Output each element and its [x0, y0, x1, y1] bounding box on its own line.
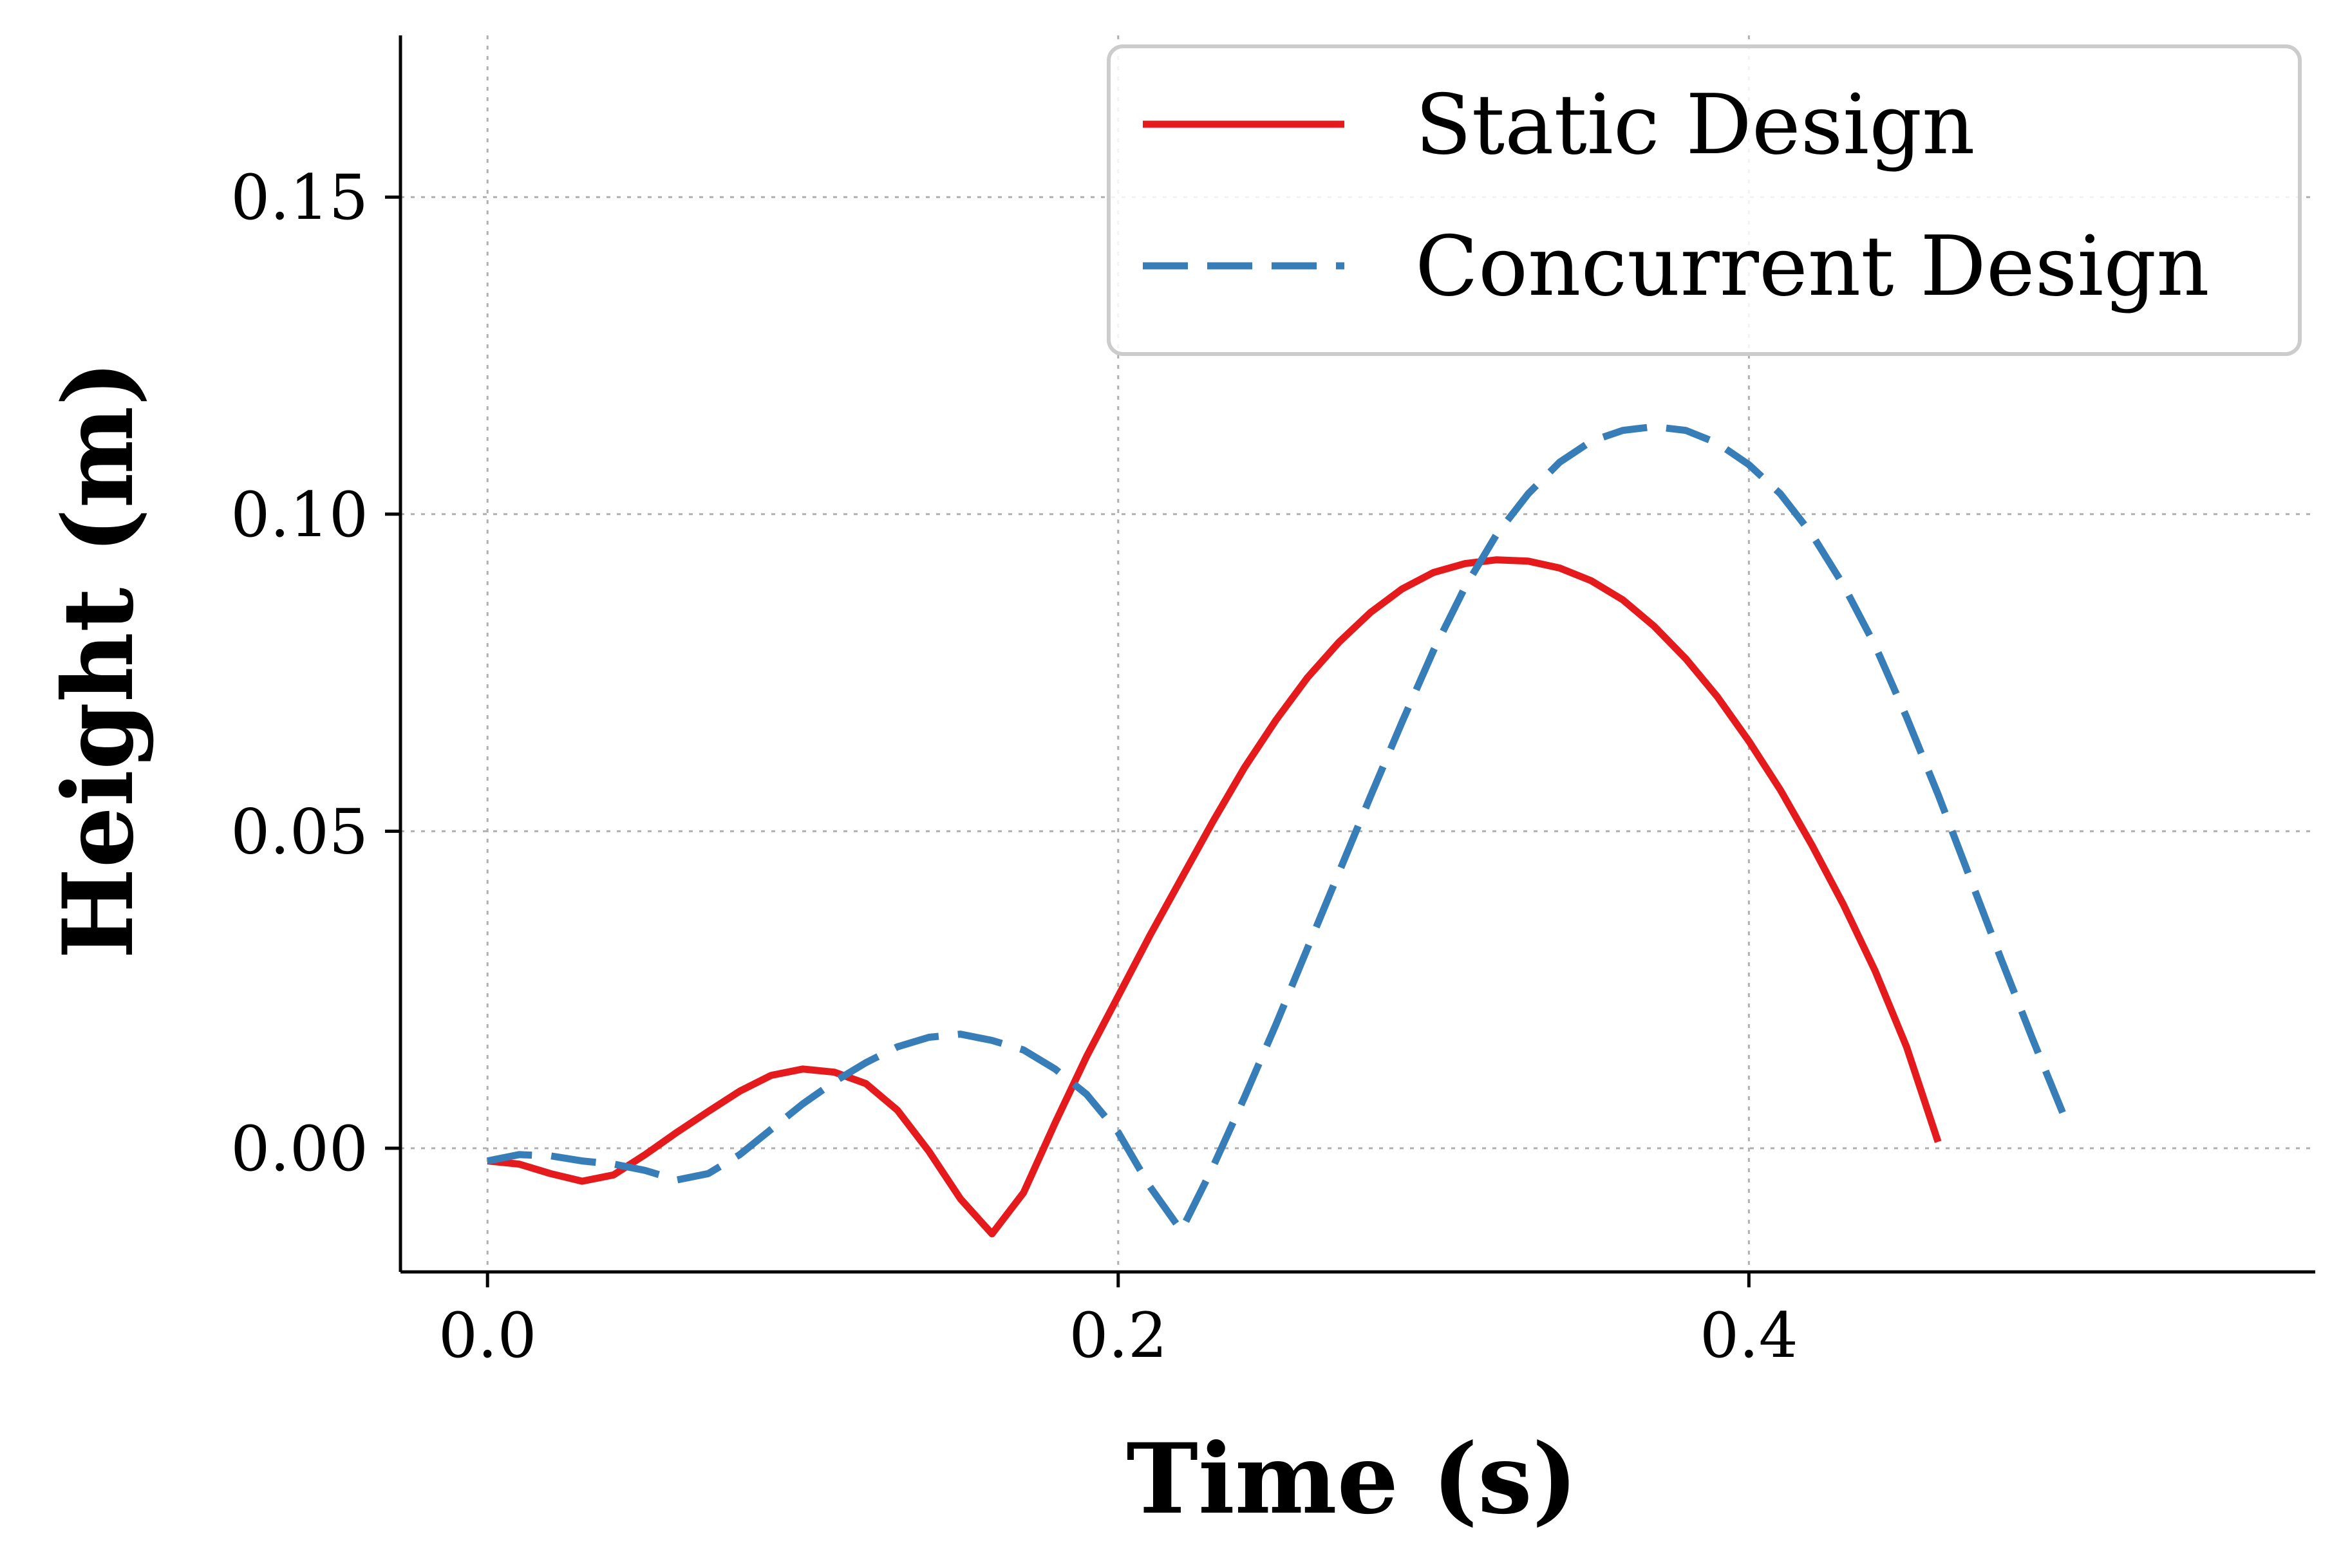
legend-label-concurrent-design: Concurrent Design — [1415, 219, 2210, 315]
y-tick-label-1: 0.05 — [230, 796, 368, 868]
x-tick-label-0: 0.0 — [438, 1300, 537, 1372]
y-tick-label-2: 0.10 — [230, 479, 368, 551]
y-tick-label-0: 0.00 — [230, 1113, 368, 1185]
y-axis-title: Height (m) — [42, 360, 155, 959]
legend: Static Design Concurrent Design — [1107, 44, 2302, 356]
series-line-concurrent-design — [487, 423, 2068, 1235]
series-layer — [487, 423, 2068, 1238]
x-tick-label-1: 0.2 — [1069, 1300, 1167, 1372]
series-line-static-design — [487, 556, 1942, 1238]
ticks: 0.0 0.2 0.4 0.00 0.05 0.10 0.15 — [230, 162, 1798, 1372]
x-tick-label-2: 0.4 — [1700, 1300, 1798, 1372]
legend-box — [1107, 44, 2302, 356]
axes — [399, 35, 2315, 1274]
x-axis-title: Time (s) — [1126, 1423, 1577, 1536]
legend-label-static-design: Static Design — [1415, 77, 1975, 173]
y-tick-label-3: 0.15 — [230, 162, 368, 234]
